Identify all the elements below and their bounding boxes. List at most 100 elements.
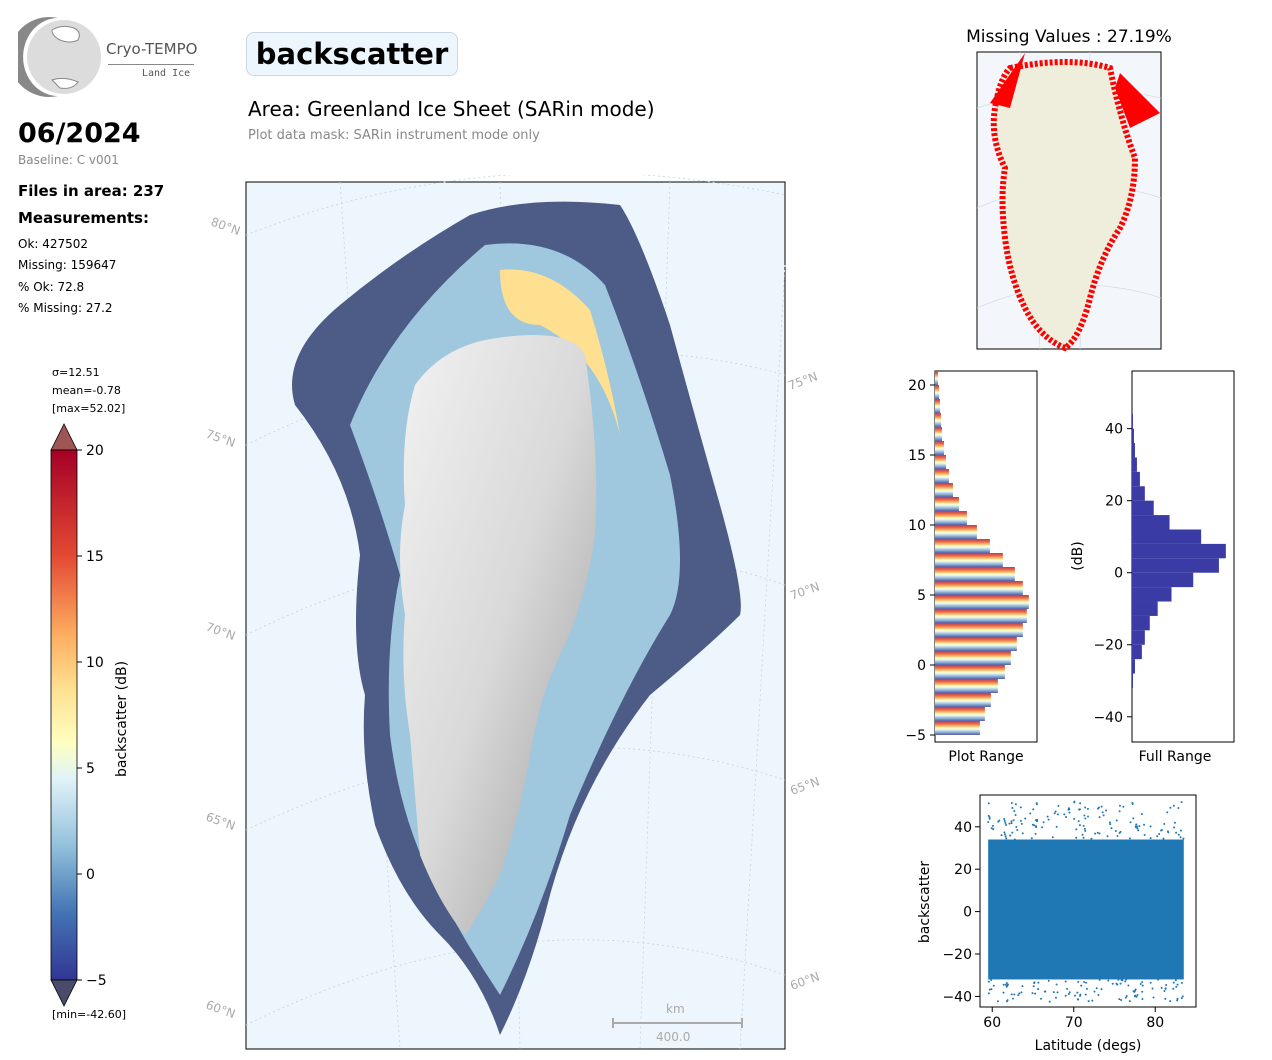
colorbar-tick-label: 5 (86, 761, 95, 777)
scatter-point (1085, 987, 1088, 990)
scatter-point (1107, 979, 1110, 982)
scatter-point (1077, 980, 1080, 983)
scatter-point (1019, 819, 1022, 822)
histogram-tick-label: −5 (905, 728, 926, 744)
scatter-point (1118, 998, 1121, 1001)
scatter-point (1005, 823, 1008, 826)
scatter-point (1047, 818, 1050, 821)
scatter-point (1135, 826, 1138, 829)
scatter-point (1162, 837, 1165, 840)
scatter-point (1077, 998, 1080, 1001)
scatter-point (1102, 814, 1105, 817)
scatter-point (1134, 988, 1137, 991)
scatter-point (1165, 984, 1168, 987)
scatter-ytick-label: 40 (954, 820, 972, 836)
scatter-point (1032, 985, 1035, 988)
histogram-bar (1132, 486, 1145, 501)
colorbar-max: [max=52.02] (52, 402, 126, 415)
colorbar-tick-label: 15 (86, 549, 104, 565)
missing-land (990, 59, 1139, 352)
histogram-bar (1132, 659, 1135, 674)
scatter-point (1101, 811, 1104, 814)
scatter-point (1086, 815, 1089, 818)
scatter-point (1011, 831, 1014, 834)
missing-values-map (976, 51, 1162, 352)
scatter-core (988, 839, 1184, 980)
scatter-point (1105, 809, 1108, 812)
scatter-point (1042, 821, 1045, 824)
scatter-point (1013, 838, 1016, 841)
scatter-point (1124, 980, 1127, 983)
histogram-tick-label: −40 (1093, 710, 1123, 726)
scatter-point (1152, 996, 1155, 999)
scatter-point (1011, 806, 1014, 809)
lat-label-left: 75°N (204, 427, 237, 451)
scatter-point (1037, 988, 1040, 991)
histogram-bar (935, 567, 1015, 581)
scatter-point (1096, 831, 1099, 834)
scatter-point (1140, 813, 1143, 816)
logo-title: Cryo-TEMPO (106, 40, 198, 58)
scatter-point (1078, 824, 1081, 827)
scatter-point (1121, 979, 1124, 982)
scatter-point (1172, 981, 1175, 984)
period-heading: 06/2024 (18, 118, 141, 149)
scatter-point (1010, 820, 1013, 823)
colorbar-tick-label: 0 (86, 867, 95, 883)
logo-subtitle: Land Ice (142, 68, 191, 79)
scatter-point (1055, 825, 1058, 828)
scatter-point (1019, 806, 1022, 809)
scatter-point (1157, 978, 1160, 981)
lat-label-right: 60°N (788, 969, 821, 993)
scatter-point (1125, 978, 1128, 981)
histogram-tick-label: −20 (1093, 638, 1123, 654)
scatter-point (1021, 832, 1024, 835)
scatter-point (1118, 810, 1121, 813)
missing-map-title: Missing Values : 27.19% (966, 27, 1172, 47)
scatter-point (1013, 810, 1016, 813)
scatter-point (1124, 996, 1127, 999)
scatter-point (1141, 981, 1144, 984)
scatter-point (1031, 992, 1034, 995)
histogram-bar (1132, 443, 1135, 458)
scatter-point (1003, 831, 1006, 834)
scatter-point (1020, 991, 1023, 994)
lat-label-right: 65°N (788, 774, 821, 798)
scatter-point (1180, 997, 1183, 1000)
scatter-point (1100, 805, 1103, 808)
histogram-bar (935, 371, 938, 385)
coverage-high-band (500, 269, 620, 435)
scatter-point (1016, 828, 1019, 831)
scatter-point (1163, 990, 1166, 993)
scatter-point (1115, 819, 1118, 822)
scale-unit: km (666, 1002, 685, 1016)
scatter-point (1176, 997, 1179, 1000)
scatter-point (1021, 985, 1024, 988)
colorbar-min: [min=-42.60] (52, 1008, 127, 1021)
scatter-point (1110, 827, 1113, 830)
scatter-point (1014, 803, 1017, 806)
scatter-point (1160, 829, 1163, 832)
scatter-point (1085, 981, 1088, 984)
scatter-point (1098, 816, 1101, 819)
scatter-point (991, 824, 994, 827)
scatter-point (1004, 835, 1007, 838)
scatter-point (1109, 823, 1112, 826)
scatter-point (1116, 834, 1119, 837)
scatter-point (1091, 999, 1094, 1002)
scatter-point (1006, 999, 1009, 1002)
histogram-bar (935, 637, 1017, 651)
scatter-point (996, 1000, 999, 1003)
scatter-point (1051, 836, 1054, 839)
scatter-point (1087, 1000, 1090, 1003)
scatter-point (1068, 991, 1071, 994)
scatter-point (1057, 804, 1060, 807)
scatter-point (1010, 802, 1013, 805)
scatter-point (1122, 805, 1125, 808)
scatter-point (1131, 802, 1134, 805)
scatter-point (1084, 993, 1087, 996)
lat-label-left: 70°N (204, 620, 237, 644)
histogram-tick-label: 0 (917, 658, 926, 674)
colorbar-tick-label: 20 (86, 443, 104, 459)
scatter-point (1079, 994, 1082, 997)
